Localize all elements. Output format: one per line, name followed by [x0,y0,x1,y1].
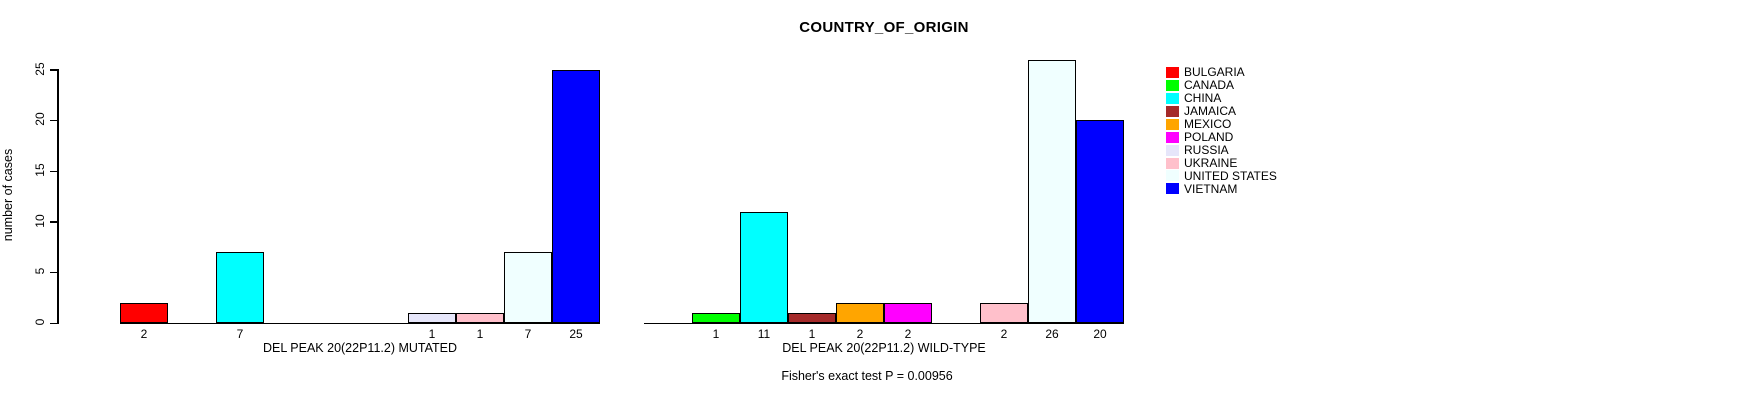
legend-label: RUSSIA [1184,143,1229,158]
x-axis-baseline [120,322,600,324]
bar-count-label: 7 [524,327,532,341]
legend-item: CANADA [1166,79,1277,92]
y-axis-line [57,69,59,324]
bar-count-label: 11 [757,327,771,341]
bar-count-label: 25 [569,327,583,341]
bar-jamaica [788,313,836,323]
bar-count-label: 1 [712,327,720,341]
legend-label: JAMAICA [1184,104,1237,119]
y-tick-mark-5 [50,271,57,274]
y-tick-label-20: 20 [33,112,47,127]
bar-canada [692,313,740,323]
x-axis-baseline [644,322,1124,324]
y-tick-mark-25 [50,69,57,71]
legend-item: BULGARIA [1166,66,1277,79]
bar-ukraine [456,313,504,323]
y-axis-label: number of cases [1,148,15,242]
bar-united-states [504,252,552,323]
bar-ukraine [980,303,1028,323]
y-tick-mark-10 [50,221,57,223]
legend-label: BULGARIA [1184,65,1245,80]
bar-count-label: 1 [476,327,484,341]
legend-swatch-icon [1166,183,1179,195]
legend-label: CHINA [1184,91,1222,106]
legend: BULGARIA CANADA CHINA JAMAICA MEXICO POLAND RU… [1166,66,1277,195]
bar-count-label: 2 [140,327,148,341]
bar-count-label: 1 [428,327,436,341]
bar-count-label: 2 [1000,327,1008,341]
legend-item: UKRAINE [1166,157,1277,170]
legend-item: VIETNAM [1166,182,1277,195]
panel-x-axis-title: DEL PEAK 20(22P11.2) WILD-TYPE [782,341,986,355]
bar-count-label: 7 [236,327,244,341]
bar-china [216,252,264,323]
legend-item: CHINA [1166,92,1277,105]
legend-label: VIETNAM [1184,181,1238,196]
legend-swatch-icon [1166,144,1179,156]
y-tick-label-5: 5 [33,268,47,275]
bar-china [740,212,788,323]
legend-item: RUSSIA [1166,144,1277,157]
legend-label: CANADA [1184,78,1235,93]
legend-item: POLAND [1166,131,1277,144]
y-tick-mark-15 [50,170,57,173]
bar-united-states [1028,60,1076,323]
legend-swatch-icon [1166,79,1179,91]
legend-item: JAMAICA [1166,105,1277,118]
panel-x-axis-title: DEL PEAK 20(22P11.2) MUTATED [262,341,458,355]
legend-swatch-icon [1166,105,1179,117]
bar-count-label: 1 [808,327,816,341]
legend-swatch-icon [1166,157,1179,169]
bar-mexico [836,303,884,323]
bar-russia [408,313,456,323]
legend-item: UNITED STATES [1166,170,1277,183]
legend-swatch-icon [1166,170,1179,182]
legend-item: MEXICO [1166,118,1277,131]
bar-poland [884,303,932,323]
fisher-test-note: Fisher's exact test P = 0.00956 [781,369,953,383]
legend-label: UKRAINE [1184,156,1238,171]
bar-vietnam [552,70,600,323]
y-tick-label-25: 25 [33,62,47,76]
bar-vietnam [1076,120,1124,323]
legend-swatch-icon [1166,118,1179,130]
y-tick-label-10: 10 [33,214,47,228]
bar-count-label: 26 [1045,327,1059,341]
chart-title: COUNTRY_OF_ORIGIN [799,19,969,36]
bar-bulgaria [120,303,168,323]
y-tick-label-0: 0 [33,318,47,326]
bar-count-label: 20 [1093,327,1107,341]
legend-label: UNITED STATES [1184,168,1277,183]
legend-swatch-icon [1166,66,1179,78]
legend-label: POLAND [1184,130,1234,145]
y-tick-mark-0 [50,322,57,324]
bar-count-label: 2 [904,327,912,341]
y-tick-mark-20 [50,119,57,122]
legend-label: MEXICO [1184,117,1232,132]
legend-swatch-icon [1166,131,1179,143]
y-tick-label-15: 15 [33,163,47,177]
legend-swatch-icon [1166,92,1179,104]
bar-count-label: 2 [856,327,864,341]
